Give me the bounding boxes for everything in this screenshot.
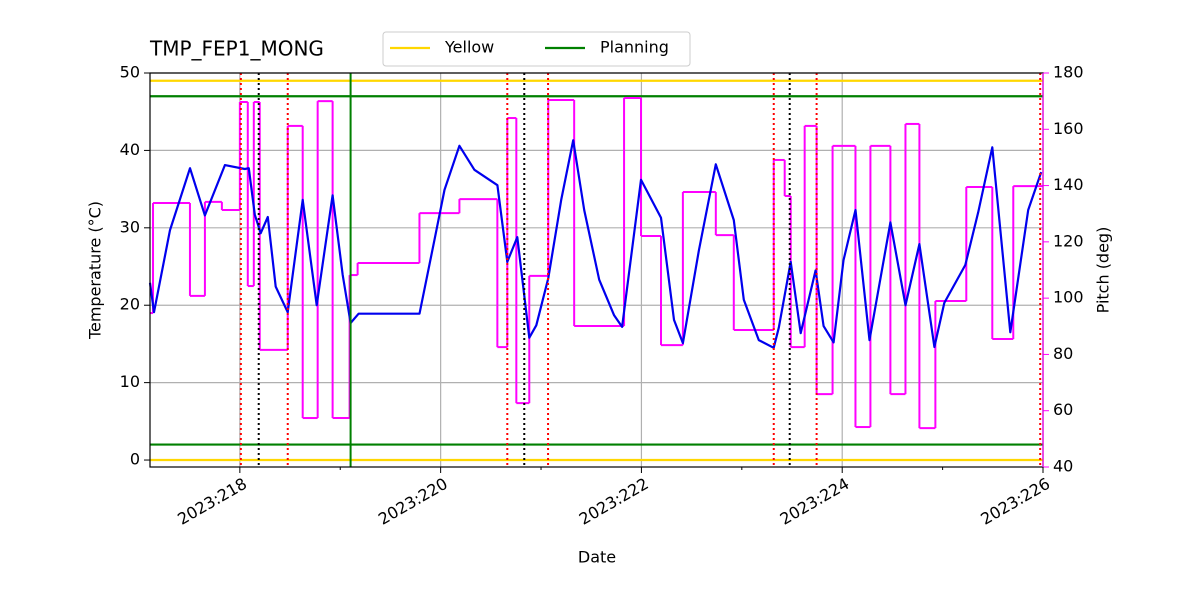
x-tick-label: 2023:220 <box>375 474 451 529</box>
y2-tick-label: 180 <box>1053 63 1084 82</box>
y-tick-label: 50 <box>120 63 140 82</box>
x-tick-label: 2023:224 <box>777 474 853 529</box>
y-tick-label: 0 <box>130 450 140 469</box>
y2-axis-label: Pitch (deg) <box>1094 227 1113 314</box>
x-tick-label: 2023:226 <box>977 474 1053 529</box>
y-tick-label: 10 <box>120 372 140 391</box>
y-axis-label: Temperature (°C) <box>86 201 105 340</box>
temperature-line <box>148 139 1043 349</box>
y2-tick-label: 80 <box>1053 344 1073 363</box>
y2-tick-label: 40 <box>1053 457 1073 476</box>
legend-frame <box>382 31 691 67</box>
y2-tick-label: 140 <box>1053 175 1084 194</box>
y-tick-label: 20 <box>120 295 140 314</box>
y2-tick-label: 160 <box>1053 119 1084 138</box>
y2-tick-label: 100 <box>1053 288 1084 307</box>
x-tick-label: 2023:222 <box>576 474 652 529</box>
y2-tick-label: 60 <box>1053 400 1073 419</box>
legend-label: Yellow <box>444 38 494 57</box>
y-tick-label: 40 <box>120 140 140 159</box>
y2-tick-label: 120 <box>1053 231 1084 250</box>
x-axis-label: Date <box>578 548 616 567</box>
chart-title: TMP_FEP1_MONG <box>149 37 324 61</box>
x-tick-label: 2023:218 <box>174 474 250 529</box>
y-tick-label: 30 <box>120 217 140 236</box>
legend-label: Planning <box>600 38 669 57</box>
